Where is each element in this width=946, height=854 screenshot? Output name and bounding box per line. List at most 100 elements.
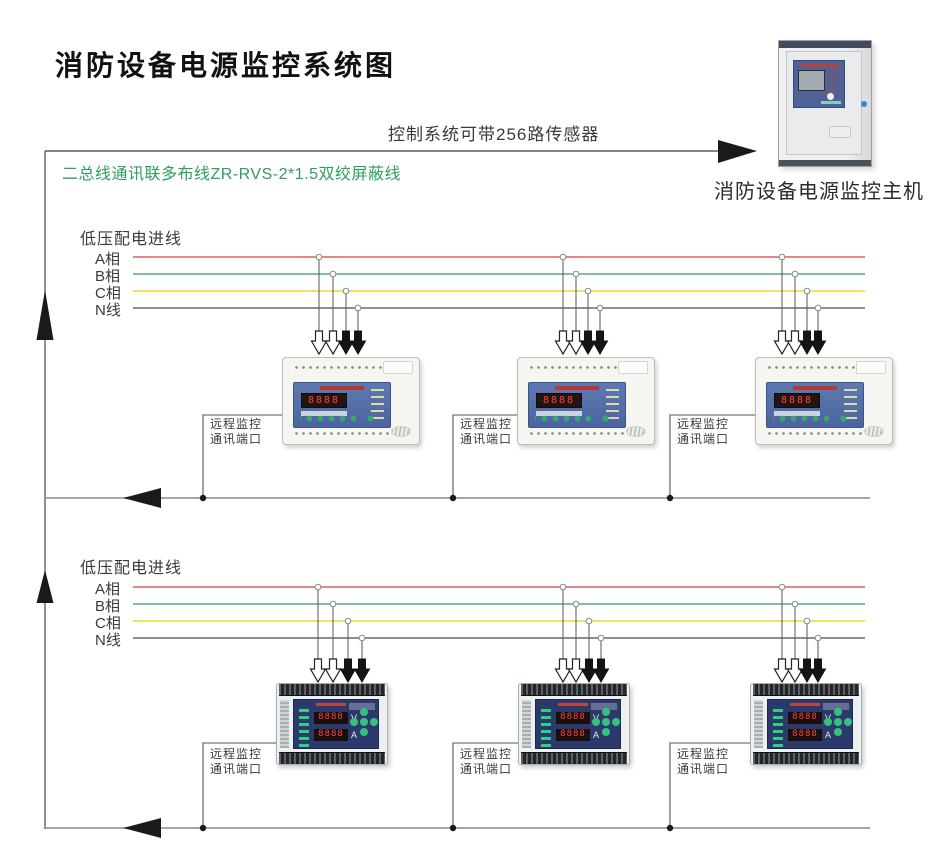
hollow-arrow-icon [773, 330, 791, 355]
comm-port-label: 远程监控 通讯端口 [677, 417, 729, 447]
host-control-panel [793, 60, 845, 108]
section2-phase-lines [133, 586, 865, 639]
vent-grille [864, 426, 884, 437]
panel-button [838, 414, 849, 423]
module-notch [383, 361, 413, 374]
power-monitor-module-2: 8888 [517, 357, 655, 445]
vent-grille [391, 426, 411, 437]
hollow-arrow-icon [310, 330, 328, 355]
up-arrow-icon [36, 570, 54, 603]
comm-port-label: 远程监控 通讯端口 [460, 417, 512, 447]
amp-display: 8888 [788, 729, 822, 741]
feeder-title-2: 低压配电进线 [80, 560, 183, 577]
hollow-arrow-icon [324, 330, 342, 355]
section2-taps-device3 [773, 583, 826, 683]
comm-port-line1: 远程监控 [677, 417, 730, 431]
solid-arrow-icon [810, 658, 826, 683]
indicator-leds [371, 389, 384, 421]
sensor-capacity-note: 控制系统可带256路传感器 [388, 125, 600, 144]
module-front-panel: 8888 V 8888 A [767, 699, 853, 749]
amp-unit-label: A [351, 730, 358, 740]
phase-n-label-1: N线 [95, 302, 121, 319]
panel-subtitle-bar [349, 703, 375, 710]
panel-subtitle-bar [591, 703, 617, 710]
up-arrow-icon [36, 290, 54, 340]
panel-title-bar [790, 703, 820, 706]
section1-taps-device3 [773, 253, 826, 355]
terminal-strip-top [764, 363, 856, 372]
module-front-panel: 8888 [766, 382, 864, 428]
module-front-panel: 8888 [293, 382, 391, 428]
bus-wire-spec-label: 二总线通讯联多布线ZR-RVS-2*1.5双绞屏蔽线 [62, 166, 401, 183]
hollow-arrow-icon [324, 658, 342, 683]
module-notch [618, 361, 648, 374]
comm-port-line1: 远程监控 [460, 417, 513, 431]
brand-mark [821, 101, 841, 104]
panel-buttons [535, 414, 591, 423]
phase-a-label-2: A相 [95, 581, 121, 598]
comm-port-line2: 通讯端口 [210, 762, 263, 776]
comm-port-label: 远程监控 通讯端口 [210, 417, 262, 447]
host-label: 消防设备电源监控主机 [714, 181, 924, 203]
volt-unit-label: V [593, 713, 600, 723]
hollow-arrow-icon [773, 658, 791, 683]
section2-taps-device2 [554, 583, 609, 683]
door-lock [861, 101, 867, 107]
cabinet-door [786, 51, 862, 155]
solid-arrow-icon [340, 658, 356, 683]
segment-display: 8888 [774, 393, 820, 408]
label-strip [774, 411, 820, 416]
section2-taps-device1 [309, 583, 370, 683]
comm-port-line1: 远程监控 [210, 747, 263, 761]
vent-slats [754, 700, 763, 748]
vent-grille [626, 426, 646, 437]
module-front-panel: 8888 [528, 382, 626, 428]
comm-port-label: 远程监控 通讯端口 [210, 747, 262, 777]
module-front-panel: 8888 V 8888 A [535, 699, 621, 749]
phase-c-label-1: C相 [95, 285, 121, 302]
voltage-sensor-module-1: 8888 V 8888 A [276, 683, 388, 765]
feeder-title-1: 低压配电进线 [80, 231, 183, 248]
panel-button [600, 414, 611, 423]
terminal-strip-bottom [279, 752, 385, 764]
solid-arrow-icon [592, 330, 608, 355]
section1-comm-bus [45, 414, 870, 508]
navigation-button-pad [602, 718, 610, 726]
solid-arrow-icon [810, 330, 826, 355]
amp-display: 8888 [556, 729, 590, 741]
volt-display: 8888 [556, 712, 590, 724]
terminal-strip-bottom [521, 752, 627, 764]
phase-a-label-1: A相 [95, 251, 121, 268]
indicator-leds [606, 389, 619, 421]
hollow-arrow-icon [554, 330, 572, 355]
volt-unit-label: V [825, 713, 832, 723]
status-leds [773, 709, 783, 747]
amp-unit-label: A [593, 730, 600, 740]
section1-taps-device1 [310, 253, 366, 355]
comm-port-line1: 远程监控 [460, 747, 513, 761]
comm-port-line2: 通讯端口 [460, 762, 513, 776]
panel-title-bar [316, 703, 346, 706]
panel-title-bar [801, 64, 839, 67]
comm-port-line2: 通讯端口 [460, 432, 513, 446]
panel-buttons [300, 414, 356, 423]
terminal-strip-bottom [526, 429, 626, 438]
vent-slats [522, 700, 531, 748]
segment-display: 8888 [536, 393, 582, 408]
card-slot [829, 126, 851, 138]
phase-c-label-2: C相 [95, 615, 121, 632]
cabinet-bottom-band [779, 160, 871, 166]
top-bus-line [45, 140, 757, 163]
label-strip [301, 411, 347, 416]
panel-title-bar [558, 703, 588, 706]
section1-taps-device2 [554, 253, 608, 355]
comm-port-label: 远程监控 通讯端口 [677, 747, 729, 777]
navigation-button-pad [360, 718, 368, 726]
panel-button [365, 414, 376, 423]
module-notch [856, 361, 886, 374]
hollow-arrow-icon [309, 658, 327, 683]
voltage-sensor-module-2: 8888 V 8888 A [518, 683, 630, 765]
panel-title-bar [320, 386, 364, 390]
